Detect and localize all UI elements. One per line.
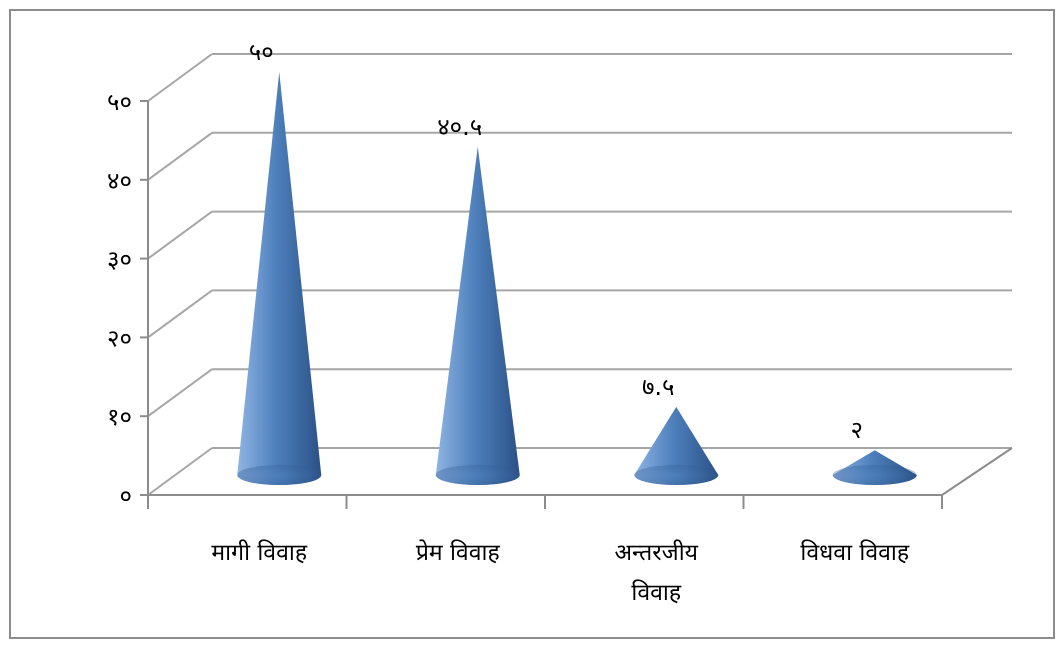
cone-base-shade	[435, 465, 520, 485]
data-label: ४०.५	[437, 113, 482, 141]
cone-base-shade	[237, 465, 322, 485]
y-tick-label: ३०	[107, 246, 132, 274]
chart-frame	[9, 9, 1055, 639]
cone-body	[435, 146, 520, 486]
cone	[435, 146, 520, 486]
data-label: ५०	[249, 38, 274, 66]
floor-right-edge	[941, 447, 1013, 496]
cone	[237, 72, 322, 485]
cone-body	[237, 72, 322, 485]
cone-body	[634, 406, 719, 485]
label-layer: ५० मागी विवाह ४०.५ प्रेम विवाह ७.५ अन्तरजीय वि…	[211, 38, 909, 606]
cone-base-shade	[634, 465, 719, 485]
gridline-side	[147, 131, 213, 181]
gridline-side	[147, 289, 213, 339]
axis-layer: ० १० २० ३० ४० ५०	[107, 88, 1013, 510]
category-label: प्रेम विवाह	[416, 539, 501, 566]
category-label: विवाह	[631, 579, 681, 606]
cone	[832, 450, 917, 485]
cone-base-shade	[832, 465, 917, 485]
data-label: २	[851, 416, 863, 444]
gridline-side	[147, 447, 213, 496]
gridline-side	[147, 368, 213, 418]
y-tick-label: ०	[120, 482, 132, 510]
category-label: विधवा विवाह	[800, 539, 909, 566]
gridline-side	[147, 210, 213, 260]
category-label: अन्तरजीय	[614, 539, 698, 566]
y-tick-label: २०	[107, 324, 132, 352]
gridline-side	[147, 53, 213, 102]
y-tick-label: ४०	[107, 167, 132, 195]
cone-layer	[237, 72, 917, 486]
category-label: मागी विवाह	[211, 539, 307, 566]
grid-layer	[147, 53, 1012, 496]
y-tick-label: १०	[107, 403, 132, 431]
cone	[634, 406, 719, 485]
data-label: ७.५	[642, 373, 675, 401]
y-tick-label: ५०	[107, 88, 132, 116]
